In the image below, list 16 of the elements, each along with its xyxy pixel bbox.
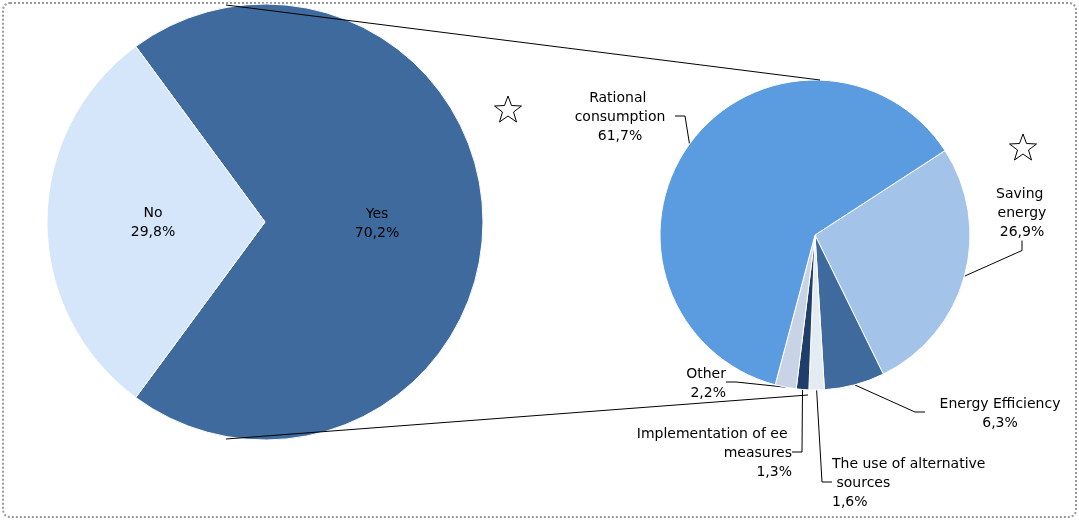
slice-label: Energy Efficiency bbox=[939, 394, 1061, 411]
slice-label: The use of alternative sources bbox=[831, 455, 986, 490]
data-label: 2,2% bbox=[690, 383, 726, 400]
slice-label: Other bbox=[686, 364, 727, 381]
data-label: 1,3% bbox=[756, 463, 792, 479]
data-label: 61,7% bbox=[597, 127, 643, 143]
slice-label: Implementation of ee measures bbox=[636, 425, 792, 460]
slice-label: No bbox=[143, 204, 163, 221]
slice-label: Rational consumption bbox=[574, 89, 666, 124]
slice-label: Yes bbox=[364, 204, 389, 221]
data-label: 70,2% bbox=[354, 223, 400, 240]
data-label: 29,8% bbox=[130, 223, 176, 240]
data-label: 26,9% bbox=[999, 223, 1045, 239]
data-label: 6,3% bbox=[982, 413, 1018, 430]
slice-label: Saving energy bbox=[996, 185, 1048, 220]
data-label: 1,6% bbox=[832, 493, 868, 509]
